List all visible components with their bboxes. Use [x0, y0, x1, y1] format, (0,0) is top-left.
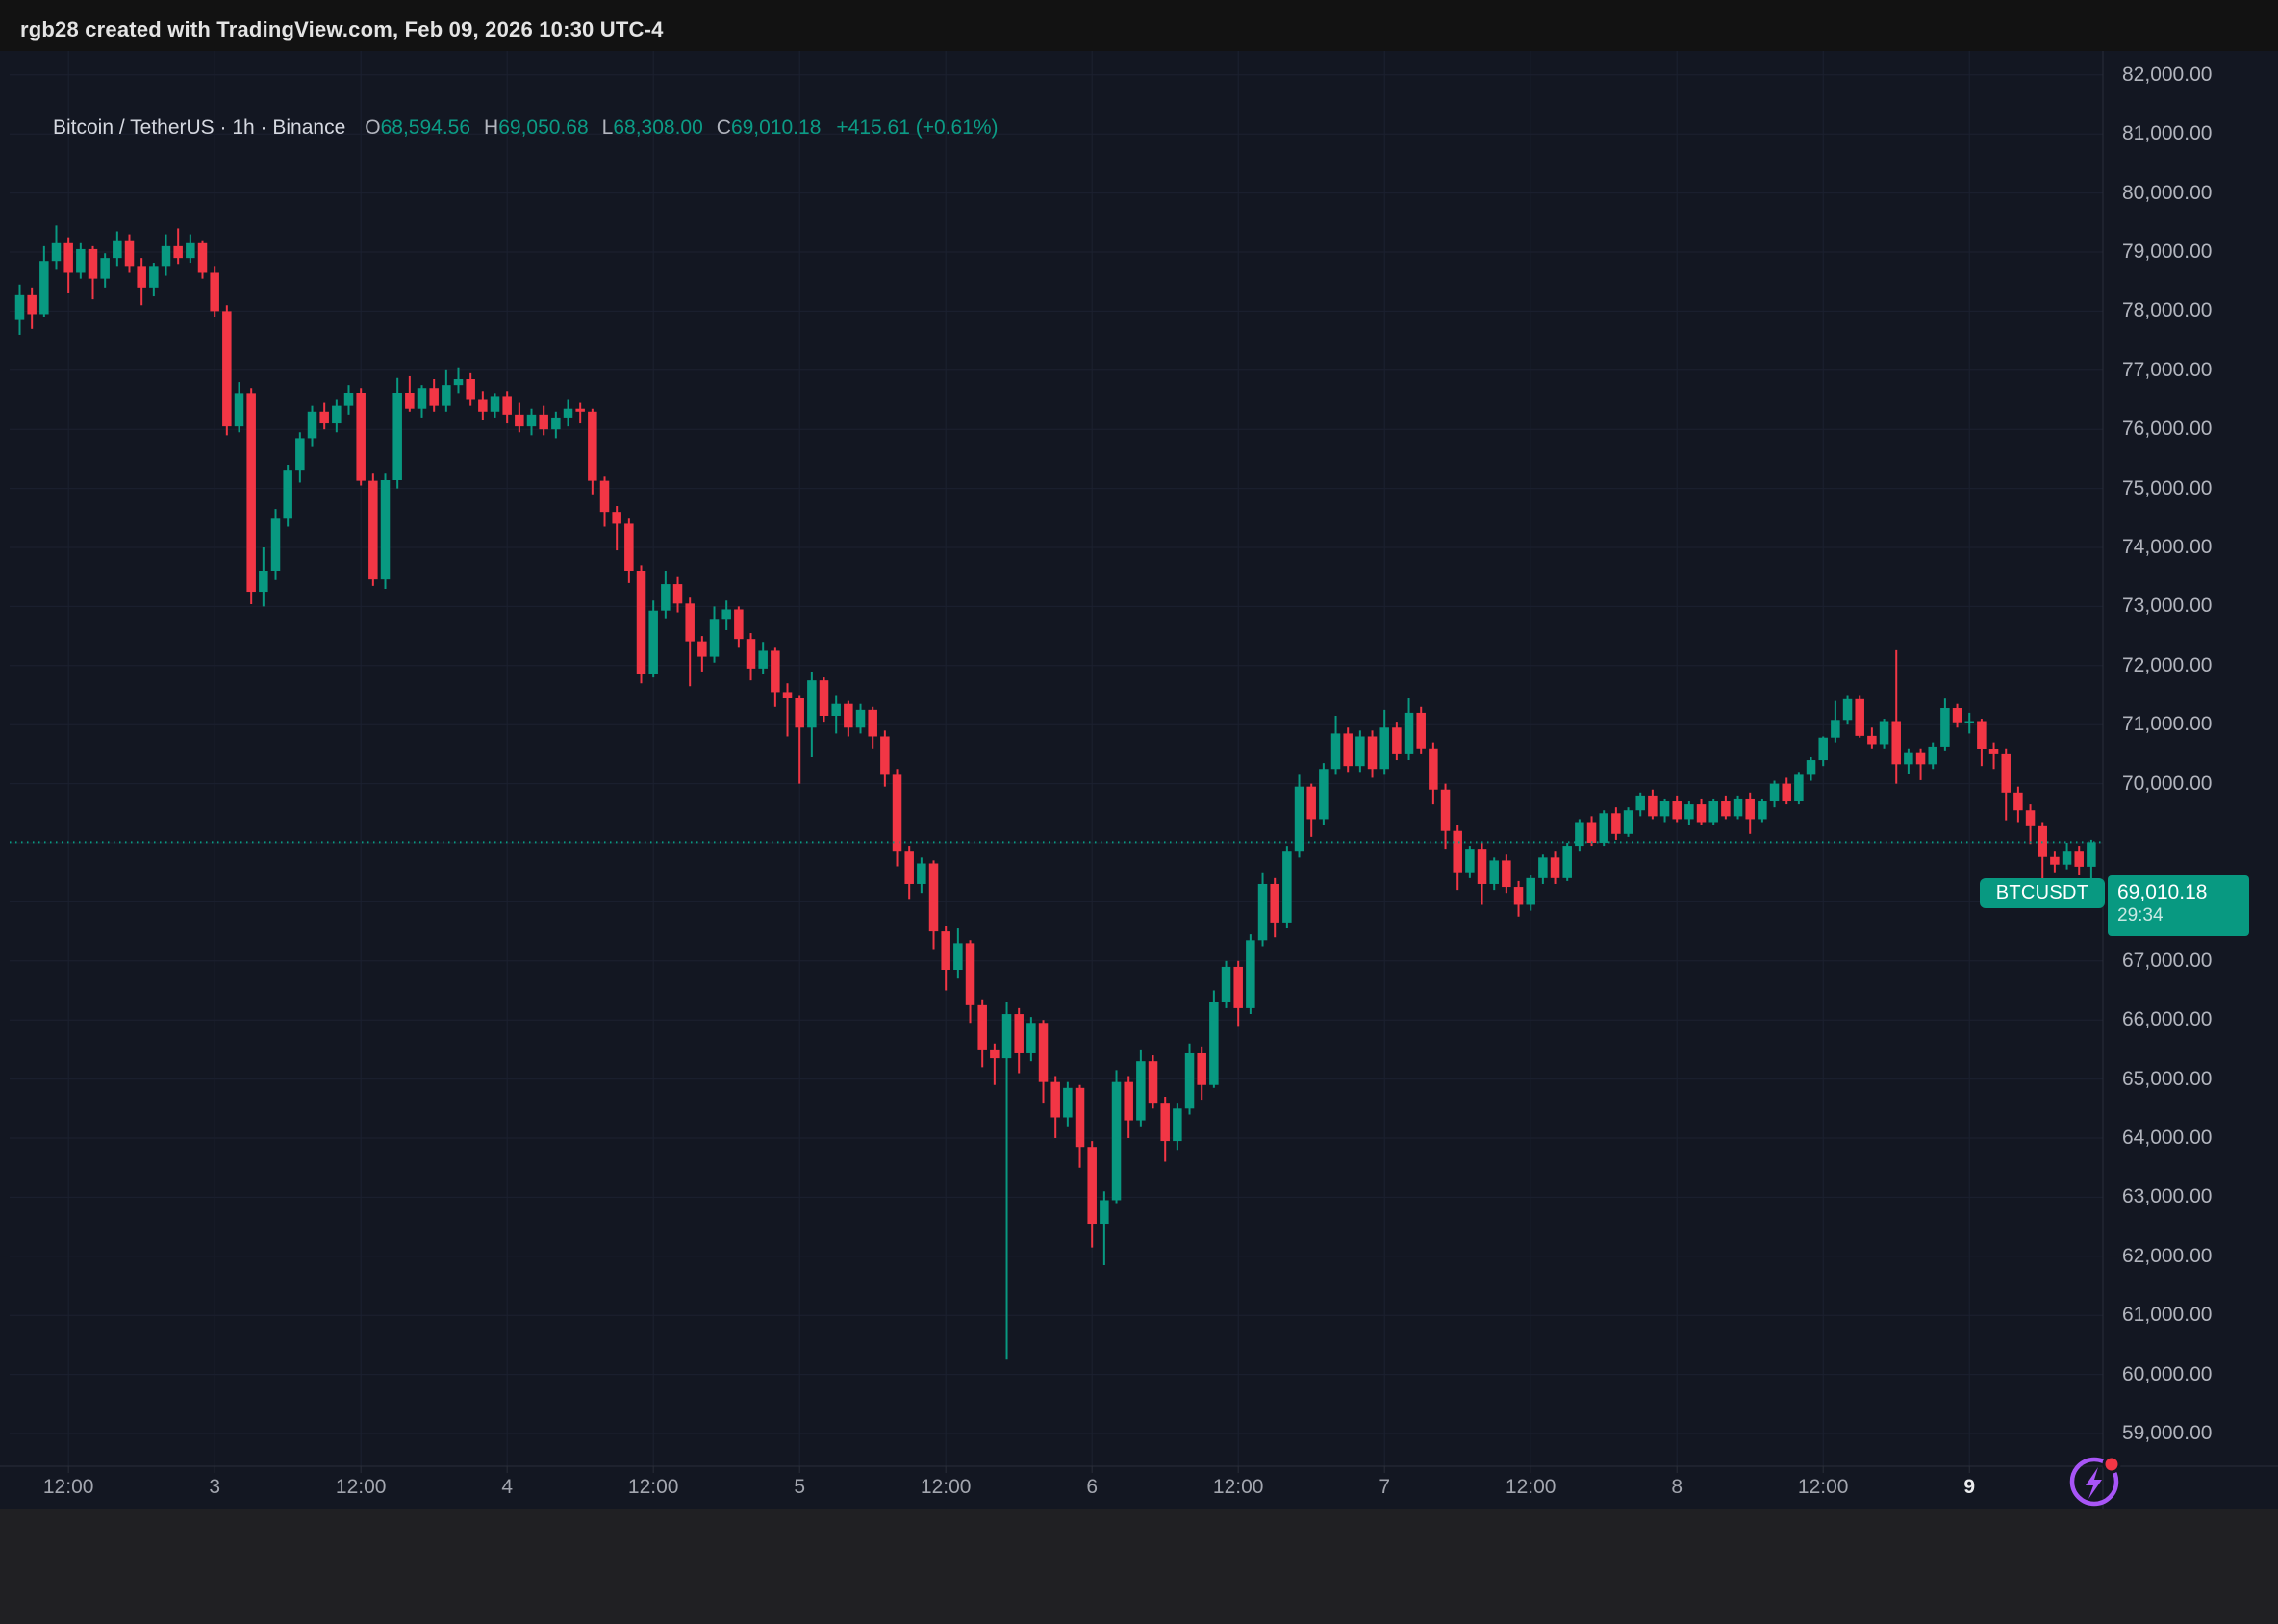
time-tick-label: 12:00 [920, 1476, 972, 1498]
open-value: 68,594.56 [380, 116, 471, 139]
time-tick-label: 12:00 [1505, 1476, 1557, 1498]
price-tick-label: 63,000.00 [2122, 1185, 2213, 1208]
high-label: H [484, 116, 499, 139]
price-tick-label: 59,000.00 [2122, 1422, 2213, 1444]
open-label: O [365, 116, 381, 139]
price-tick-label: 70,000.00 [2122, 772, 2213, 795]
price-tick-label: 79,000.00 [2122, 241, 2213, 263]
attribution-text: rgb28 created with TradingView.com, Feb … [20, 17, 664, 41]
close-label: C [716, 116, 731, 139]
price-tick-label: 65,000.00 [2122, 1067, 2213, 1090]
price-tick-label: 81,000.00 [2122, 122, 2213, 145]
price-tick-label: 75,000.00 [2122, 476, 2213, 499]
ohlc-legend: Bitcoin / TetherUS · 1h · Binance O68,594… [53, 115, 999, 140]
low-value: 68,308.00 [613, 116, 703, 139]
time-tick-label: 7 [1379, 1476, 1391, 1498]
time-tick-label: 12:00 [1797, 1476, 1849, 1498]
current-price-value: 69,010.18 [2117, 881, 2208, 903]
high-value: 69,050.68 [498, 116, 589, 139]
price-tick-label: 71,000.00 [2122, 713, 2213, 736]
time-tick-label: 12:00 [42, 1476, 94, 1498]
price-tick-label: 80,000.00 [2122, 181, 2213, 204]
time-tick-label: 3 [209, 1476, 221, 1498]
lightning-icon [2069, 1455, 2121, 1507]
ideas-stream-button[interactable] [2068, 1454, 2124, 1510]
time-tick-label: 12:00 [335, 1476, 387, 1498]
price-tick-label: 82,000.00 [2122, 63, 2213, 86]
price-tick-label: 62,000.00 [2122, 1244, 2213, 1267]
price-tick-label: 67,000.00 [2122, 949, 2213, 972]
price-tick-label: 64,000.00 [2122, 1127, 2213, 1149]
attribution-bar: rgb28 created with TradingView.com, Feb … [0, 0, 2278, 51]
price-tick-label: 74,000.00 [2122, 536, 2213, 558]
time-tick-label: 6 [1086, 1476, 1099, 1498]
price-tick-label: 76,000.00 [2122, 418, 2213, 441]
time-tick-label: 12:00 [627, 1476, 679, 1498]
time-tick-label: 5 [794, 1476, 806, 1498]
candlestick-chart[interactable] [0, 51, 2278, 1509]
time-tick-label: 8 [1671, 1476, 1683, 1498]
low-label: L [601, 116, 614, 139]
symbol-title: Bitcoin / TetherUS · 1h · Binance [53, 116, 346, 139]
close-value: 69,010.18 [730, 116, 822, 139]
time-tick-label: 9 [1963, 1476, 1976, 1498]
price-tick-label: 72,000.00 [2122, 653, 2213, 676]
price-tick-label: 66,000.00 [2122, 1008, 2213, 1031]
time-tick-label: 4 [501, 1476, 514, 1498]
price-tick-label: 78,000.00 [2122, 299, 2213, 322]
price-tick-label: 77,000.00 [2122, 358, 2213, 381]
price-tick-label: 73,000.00 [2122, 595, 2213, 618]
price-tick-label: 60,000.00 [2122, 1362, 2213, 1385]
change-value: +415.61 (+0.61%) [836, 116, 999, 139]
price-line-symbol-chip: BTCUSDT [1980, 878, 2105, 908]
footer: TradingView [0, 1509, 2278, 1624]
bar-countdown: 29:34 [2117, 905, 2164, 926]
price-tick-label: 61,000.00 [2122, 1304, 2213, 1327]
chart-region[interactable]: Bitcoin / TetherUS · 1h · Binance O68,594… [0, 51, 2278, 1509]
current-price-label: 69,010.18 29:34 [2108, 875, 2249, 936]
time-tick-label: 12:00 [1212, 1476, 1264, 1498]
